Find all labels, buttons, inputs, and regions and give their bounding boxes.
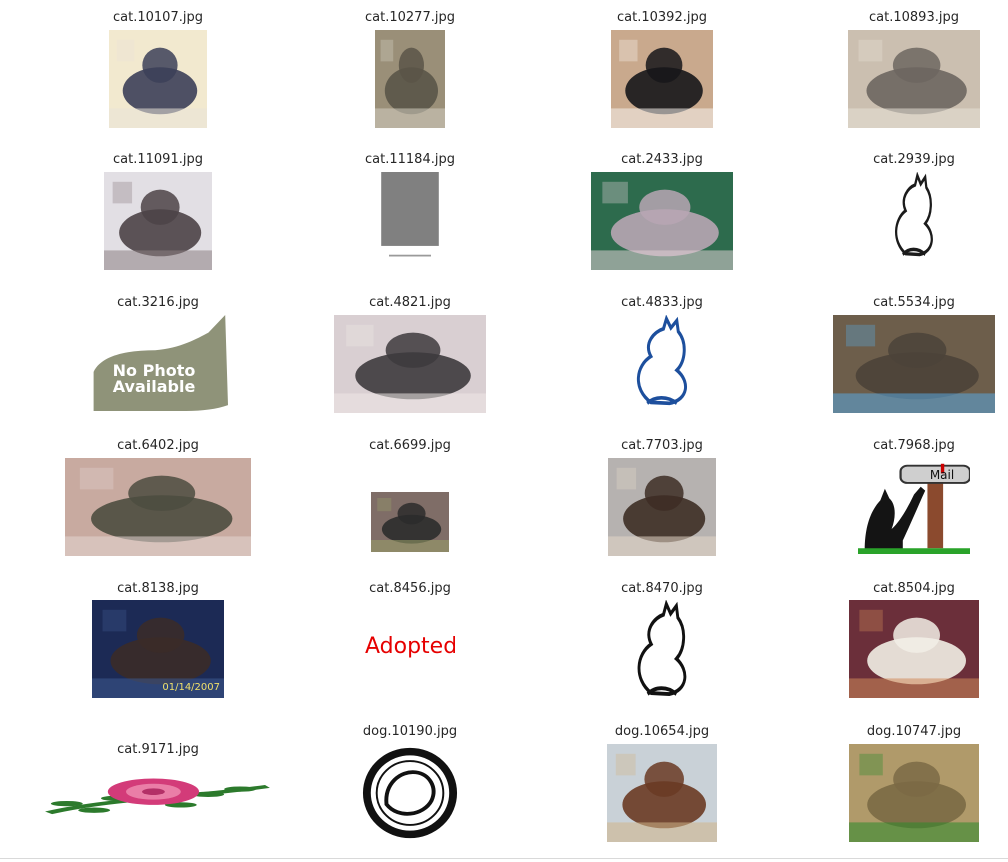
adopted-label: Adopted xyxy=(365,634,455,659)
thumbnail-graphic xyxy=(849,744,979,842)
image-thumbnail xyxy=(833,315,995,413)
image-thumbnail xyxy=(611,30,713,128)
image-thumbnail xyxy=(380,172,440,260)
image-caption: cat.10893.jpg xyxy=(869,10,959,25)
image-thumbnail xyxy=(65,458,251,556)
image-caption: cat.11184.jpg xyxy=(365,152,455,167)
thumbnail-graphic xyxy=(371,492,449,552)
thumbnail-graphic xyxy=(625,315,699,407)
no-photo-label: No Photo Available xyxy=(112,361,196,396)
thumbnail-graphic xyxy=(65,458,251,556)
image-caption: cat.2939.jpg xyxy=(873,152,955,167)
image-caption: cat.10107.jpg xyxy=(113,10,203,25)
image-thumbnail: 01/14/2007 xyxy=(92,600,224,698)
thumbnail-graphic xyxy=(109,30,207,128)
image-thumbnail xyxy=(886,172,942,258)
image-caption: cat.8456.jpg xyxy=(369,581,451,596)
bottom-divider xyxy=(0,858,1008,859)
image-caption: cat.4821.jpg xyxy=(369,295,451,310)
thumbnail-graphic xyxy=(607,744,717,842)
thumbnail-graphic xyxy=(591,172,733,270)
thumbnail-graphic xyxy=(334,315,486,413)
thumbnail-graphic xyxy=(611,30,713,128)
image-thumbnail xyxy=(626,600,698,698)
thumbnail-graphic xyxy=(886,172,942,258)
image-caption: cat.6402.jpg xyxy=(117,438,199,453)
image-caption: cat.6699.jpg xyxy=(369,438,451,453)
image-thumbnail xyxy=(109,30,207,128)
image-caption: cat.8470.jpg xyxy=(621,581,703,596)
thumbnail-graphic xyxy=(848,30,980,128)
image-thumbnail: No Photo Available xyxy=(88,315,228,413)
image-thumbnail xyxy=(607,744,717,842)
thumbnail-graphic xyxy=(849,600,979,698)
thumbnail-graphic xyxy=(365,632,455,662)
image-caption: dog.10747.jpg xyxy=(866,724,962,739)
photo-date-stamp: 01/14/2007 xyxy=(162,682,220,693)
thumbnail-graphic xyxy=(44,764,272,830)
image-thumbnail xyxy=(44,764,272,830)
image-caption: cat.4833.jpg xyxy=(621,295,703,310)
thumbnail-graphic xyxy=(608,458,716,556)
image-caption: cat.9171.jpg xyxy=(117,742,199,757)
image-caption: cat.2433.jpg xyxy=(621,152,703,167)
image-thumbnail xyxy=(848,30,980,128)
image-caption: cat.5534.jpg xyxy=(873,295,955,310)
image-caption: cat.11091.jpg xyxy=(113,152,203,167)
thumbnail-graphic xyxy=(92,600,224,698)
thumbnail-graphic xyxy=(93,315,228,412)
image-thumbnail xyxy=(334,315,486,413)
image-thumbnail xyxy=(371,492,449,552)
thumbnail-graphic xyxy=(833,315,995,413)
image-thumbnail: Adopted xyxy=(365,632,455,662)
image-thumbnail xyxy=(849,744,979,842)
thumbnail-graphic xyxy=(858,458,970,554)
thumbnail-graphic xyxy=(361,746,459,840)
image-caption: cat.7703.jpg xyxy=(621,438,703,453)
image-thumbnail xyxy=(104,172,212,270)
image-thumbnail xyxy=(375,30,445,128)
image-caption: cat.7968.jpg xyxy=(873,438,955,453)
image-thumbnail xyxy=(608,458,716,556)
image-thumbnail xyxy=(849,600,979,698)
image-caption: cat.8504.jpg xyxy=(873,581,955,596)
image-thumbnail xyxy=(625,315,699,407)
thumbnail-graphic xyxy=(104,172,212,270)
thumbnail-graphic xyxy=(375,30,445,128)
image-caption: cat.10392.jpg xyxy=(617,10,707,25)
mail-label: Mail xyxy=(929,468,955,482)
image-caption: dog.10190.jpg xyxy=(362,724,458,739)
image-thumbnail: Mail xyxy=(858,458,970,554)
thumbnail-graphic xyxy=(626,600,698,698)
image-caption: cat.3216.jpg xyxy=(117,295,199,310)
image-thumbnail xyxy=(361,746,459,840)
image-caption: cat.8138.jpg xyxy=(117,581,199,596)
image-thumbnail xyxy=(591,172,733,270)
image-caption: cat.10277.jpg xyxy=(365,10,455,25)
image-caption: dog.10654.jpg xyxy=(614,724,710,739)
thumbnail-graphic xyxy=(380,172,440,260)
